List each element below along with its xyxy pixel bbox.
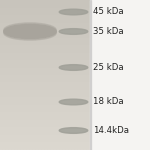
Text: 14.4kDa: 14.4kDa	[93, 126, 129, 135]
Ellipse shape	[59, 99, 88, 105]
Ellipse shape	[59, 9, 88, 15]
Ellipse shape	[59, 65, 88, 70]
Ellipse shape	[59, 29, 88, 34]
Text: 45 kDa: 45 kDa	[93, 8, 124, 16]
Text: 35 kDa: 35 kDa	[93, 27, 124, 36]
Text: 25 kDa: 25 kDa	[93, 63, 124, 72]
Ellipse shape	[4, 23, 56, 37]
Text: 18 kDa: 18 kDa	[93, 98, 124, 106]
Bar	[90, 0, 91, 150]
Bar	[90, 0, 150, 150]
Ellipse shape	[4, 24, 56, 39]
Ellipse shape	[4, 26, 56, 40]
Ellipse shape	[59, 128, 88, 133]
